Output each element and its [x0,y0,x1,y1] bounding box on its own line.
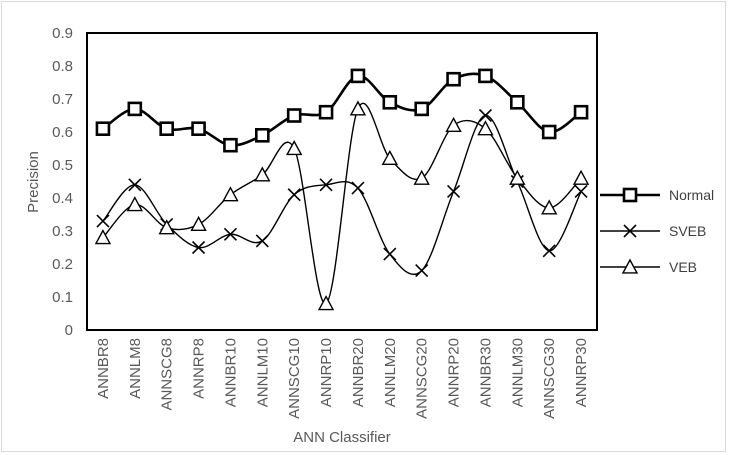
data-point-sveb [351,181,365,195]
data-point-normal [414,101,429,117]
data-point-sveb [319,178,333,192]
data-point-veb [254,166,271,182]
legend-item-sveb: SVEB [600,223,706,239]
series-sveb [96,108,588,278]
data-point-veb [509,169,526,185]
data-point-normal [255,128,270,143]
data-point-sveb [478,108,493,123]
data-point-sveb [383,247,397,261]
x-tick-label: ANNLM20 [382,338,399,407]
data-point-veb [158,219,175,235]
x-axis-title: ANN Classifier [293,429,391,446]
legend-marker-normal [622,187,638,203]
x-tick-label: ANNRP10 [318,338,335,407]
data-point-veb [413,169,430,185]
data-point-sveb [542,244,556,258]
y-axis-ticks: 0 0.1 0.2 0.3 0.4 0.5 0.6 0.7 0.8 0.9 [52,25,73,339]
data-point-sveb [191,240,206,255]
legend-label-veb: VEB [669,259,697,275]
y-tick-label: 0.4 [52,190,73,207]
legend-label-normal: Normal [669,187,714,203]
y-axis-title: Precision [25,151,42,213]
x-tick-label: ANNLM30 [509,338,526,407]
y-tick-label: 0.2 [52,256,73,273]
legend: Normal SVEB VEB [600,187,714,275]
series-layer [94,68,590,311]
data-point-normal [191,121,206,136]
data-point-normal [318,104,334,120]
data-point-veb [572,169,590,185]
data-point-normal [478,68,493,84]
data-point-sveb [415,264,429,278]
y-tick-label: 0.1 [52,289,73,306]
series-normal [95,68,589,153]
y-tick-label: 0.9 [52,25,73,42]
x-tick-label: ANNRP30 [573,338,590,407]
y-tick-label: 0.3 [52,223,73,240]
data-point-normal [95,121,111,136]
series-line-sveb [102,114,582,276]
data-point-veb [317,295,335,311]
data-point-veb [222,186,239,202]
x-tick-label: ANNLM8 [127,338,144,399]
data-point-veb [126,196,143,212]
x-tick-label: ANNRP20 [446,338,463,407]
data-point-normal [127,101,143,117]
data-point-veb [477,120,494,136]
data-point-normal [159,121,174,136]
data-point-sveb [287,188,301,202]
y-tick-label: 0.7 [52,91,73,108]
x-axis-ticks: ANNBR8 ANNLM8 ANNSCG8 ANNRP8 ANNBR10 ANNLM10 A… [95,338,590,419]
x-tick-label: ANNLM10 [254,338,271,407]
y-tick-label: 0.5 [52,157,73,174]
data-point-sveb [128,178,142,192]
data-point-normal [382,95,398,110]
data-point-normal [350,68,366,84]
data-point-normal [510,95,525,110]
data-point-veb [541,199,558,215]
x-tick-label: ANNSCG30 [541,338,558,419]
x-tick-label: ANNSCG20 [414,338,431,419]
plot-area [86,32,598,331]
legend-label-sveb: SVEB [669,223,706,239]
data-point-veb [381,149,398,166]
series-veb [94,100,590,311]
data-point-sveb [446,184,461,198]
series-line-veb [102,102,582,305]
data-point-veb [349,100,367,116]
legend-marker-veb [621,258,639,274]
data-point-normal [223,137,238,153]
x-tick-label: ANNSCG8 [159,338,176,411]
y-tick-label: 0.8 [52,58,73,75]
data-point-veb [190,215,207,232]
data-point-sveb [574,184,588,198]
data-point-sveb [96,214,110,228]
data-point-veb [445,116,462,133]
x-tick-label: ANNBR30 [477,338,494,407]
legend-marker-sveb [623,224,637,238]
x-tick-label: ANNBR8 [95,338,112,399]
data-point-veb [286,140,303,156]
x-tick-label: ANNBR10 [222,338,239,407]
x-tick-label: ANNSCG10 [286,338,303,419]
series-line-normal [102,72,582,147]
x-tick-label: ANNRP8 [191,338,208,399]
data-point-normal [573,104,589,120]
y-tick-label: 0 [65,322,73,339]
data-point-normal [541,124,557,140]
data-point-sveb [255,234,269,248]
x-tick-label: ANNBR20 [350,338,367,407]
legend-item-normal: Normal [600,187,714,203]
data-point-sveb [223,227,238,241]
data-point-normal [446,71,461,87]
y-tick-label: 0.6 [52,124,73,141]
data-point-normal [286,108,302,123]
data-point-veb [94,229,112,245]
legend-item-veb: VEB [600,258,697,275]
